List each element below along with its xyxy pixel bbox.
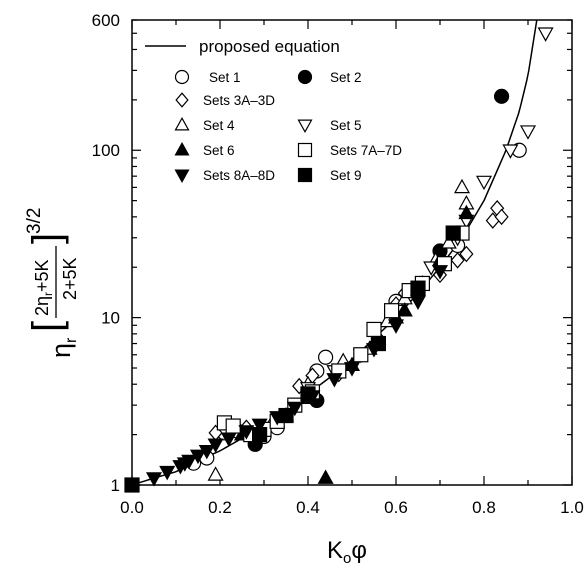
y-axis-label-numerator: 2η <box>32 296 52 316</box>
svg-text:ηr: ηr <box>46 337 80 358</box>
x-tick-label: 0.4 <box>296 498 320 517</box>
marker-sets-8a-8d <box>181 454 198 470</box>
legend-label-sets-7a-7d: Sets 7A–7D <box>330 143 402 158</box>
x-tick-label: 0.2 <box>208 498 232 517</box>
axis-ticks <box>131 19 573 486</box>
marker-set-4 <box>440 234 457 249</box>
x-tick-label: 0.0 <box>120 498 144 517</box>
marker-sets-8a-8d <box>409 295 427 310</box>
y-axis-label-lead-sub: r <box>63 337 80 343</box>
y-axis-label-denominator: 2+5K <box>60 257 80 300</box>
x-axis-label-main: K <box>327 537 343 564</box>
marker-sets-8a-8d <box>387 319 405 334</box>
marker-set-6 <box>396 302 413 317</box>
marker-set-9 <box>300 386 316 402</box>
y-axis-label-numerator-tail: +5K <box>32 259 52 292</box>
marker-sets-7a-7d <box>225 418 241 434</box>
marker-sets-8a-8d <box>431 265 449 280</box>
legend-marker-set-4 <box>174 116 190 131</box>
marker-sets-8a-8d <box>326 373 343 388</box>
legend-marker-set-6 <box>174 141 190 156</box>
marker-set-5 <box>475 175 493 191</box>
marker-sets-7a-7d <box>353 347 369 363</box>
legend-marker-set-9 <box>297 167 313 183</box>
y-axis-label-lead: η <box>46 343 76 358</box>
marker-set-9 <box>445 225 461 241</box>
marker-sets-8a-8d <box>220 432 237 447</box>
marker-set-4 <box>453 178 471 194</box>
plot-frame <box>131 19 573 486</box>
x-axis-label: Koφ <box>327 537 367 567</box>
legend-label-set-5: Set 5 <box>330 118 362 133</box>
marker-sets-8a-8d <box>145 472 163 487</box>
legend-marker-set-5 <box>297 119 313 134</box>
legend-label-sets-3a-3d: Sets 3A–3D <box>203 93 275 108</box>
marker-set-6 <box>458 204 475 220</box>
marker-sets-7a-7d <box>384 303 400 319</box>
marker-sets-8a-8d <box>198 444 215 460</box>
marker-sets-8a-8d <box>189 449 207 465</box>
marker-set-9 <box>252 427 268 443</box>
marker-set-6 <box>317 469 334 484</box>
legend-entries: Set 1 Set 2 Sets 3A–3D Set 4 Set 5 Set 6 Sets … <box>174 69 402 184</box>
data-markers <box>124 27 554 493</box>
x-tick-label: 0.6 <box>384 498 408 517</box>
y-tick-label: 1 <box>111 476 120 495</box>
marker-set-9 <box>124 477 140 493</box>
svg-text:Koφ: Koφ <box>327 537 367 567</box>
marker-set-1 <box>318 349 334 365</box>
x-tick-label: 1.0 <box>560 498 584 517</box>
x-tick-label: 0.8 <box>472 498 496 517</box>
marker-sets-3a-3d <box>494 208 509 226</box>
marker-set-4 <box>207 466 224 481</box>
marker-sets-3a-3d <box>459 245 474 263</box>
marker-set-9 <box>410 280 426 296</box>
marker-sets-7a-7d <box>366 321 382 338</box>
x-axis-label-tail: φ <box>351 537 367 564</box>
plot-area-group <box>124 19 573 493</box>
marker-sets-8a-8d <box>159 465 176 481</box>
svg-text:2ηr+5K: 2ηr+5K <box>32 259 55 316</box>
legend-marker-sets-3a-3d <box>175 92 189 108</box>
legend-label-set-1: Set 1 <box>209 70 241 85</box>
marker-set-5 <box>537 27 554 42</box>
legend-marker-set-1 <box>174 69 190 85</box>
marker-set-9 <box>278 407 294 424</box>
y-axis-label: ηr [ 2ηr+5K 2+5K ] 3/2 <box>24 208 80 358</box>
marker-sets-8a-8d <box>238 425 255 440</box>
y-axis-label-numerator-sub: r <box>41 292 55 296</box>
marker-set-9 <box>370 335 386 352</box>
legend-curve-label: proposed equation <box>199 37 340 56</box>
marker-set-5 <box>519 125 537 140</box>
y-axis-label-right-bracket: ] <box>25 233 69 244</box>
legend-label-set-6: Set 6 <box>203 143 235 158</box>
y-axis-label-exponent: 3/2 <box>24 208 45 234</box>
legend-label-sets-8a-8d: Sets 8A–8D <box>203 168 275 183</box>
y-tick-label: 100 <box>92 141 120 160</box>
marker-set-2 <box>494 88 510 104</box>
legend-label-set-9: Set 9 <box>330 168 362 183</box>
marker-sets-3a-3d <box>450 252 465 269</box>
tick-labels: 0.0 0.2 0.4 0.6 0.8 1.0 1 10 100 600 <box>92 11 584 517</box>
proposed-equation-curve <box>131 19 538 486</box>
y-axis-label-left-bracket: [ <box>25 321 69 332</box>
marker-sets-8a-8d <box>207 438 224 453</box>
marker-sets-8a-8d <box>343 362 361 377</box>
legend-marker-sets-8a-8d <box>174 169 190 184</box>
marker-sets-8a-8d <box>251 418 268 434</box>
legend-marker-sets-7a-7d <box>297 142 313 158</box>
x-axis-label-sub: o <box>343 550 351 567</box>
legend-marker-set-2 <box>297 69 313 85</box>
legend-label-set-2: Set 2 <box>330 70 362 85</box>
y-tick-label: 600 <box>92 11 120 30</box>
marker-set-5 <box>502 144 519 159</box>
legend-label-set-4: Set 4 <box>203 118 235 133</box>
y-tick-label: 10 <box>101 309 120 328</box>
